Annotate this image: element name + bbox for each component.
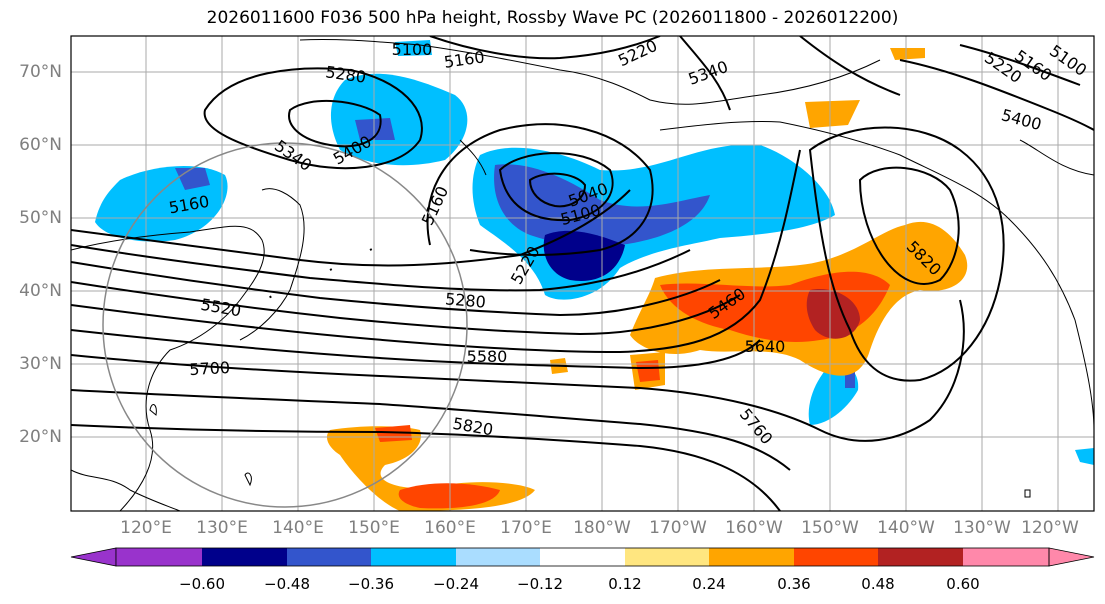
colorbar-tick: −0.36 <box>348 575 394 593</box>
lat-label: 70°N <box>19 62 62 82</box>
colorbar-tick: −0.12 <box>517 575 563 593</box>
height-contours <box>71 36 1094 511</box>
colorbar-tick: 0.36 <box>777 575 811 593</box>
graticule <box>71 36 1094 511</box>
map-title: 2026011600 F036 500 hPa height, Rossby W… <box>206 8 899 28</box>
contour-label: 5700 <box>189 358 231 379</box>
contour-label: 5580 <box>467 347 508 366</box>
colorbar-tick: −0.60 <box>179 575 225 593</box>
coastlines <box>71 38 1094 511</box>
contour-label: 5640 <box>745 337 786 356</box>
lon-label: 170°W <box>649 518 707 538</box>
anomaly-shading <box>95 40 1094 511</box>
contour-label: 5100 <box>392 40 433 59</box>
contour-label: 5280 <box>444 289 486 311</box>
colorbar <box>70 547 1095 567</box>
lon-label: 150°E <box>348 518 400 538</box>
lon-label: 130°W <box>953 518 1011 538</box>
lon-label: 140°W <box>877 518 935 538</box>
colorbar-segment <box>202 548 287 566</box>
colorbar-tick: −0.24 <box>433 575 479 593</box>
colorbar-segment <box>116 548 202 566</box>
colorbar-tick: 0.60 <box>946 575 980 593</box>
lat-label: 60°N <box>19 135 62 155</box>
lon-label: 130°E <box>196 518 248 538</box>
lat-label: 20°N <box>19 427 62 447</box>
map-frame <box>70 35 1095 512</box>
lon-label: 160°W <box>725 518 783 538</box>
lon-label: 170°E <box>500 518 552 538</box>
colorbar-segment <box>540 548 625 566</box>
lon-label: 120°W <box>1021 518 1079 538</box>
colorbar-segment <box>371 548 456 566</box>
lon-label: 120°E <box>120 518 172 538</box>
colorbar-segment <box>287 548 371 566</box>
lon-label: 140°E <box>272 518 324 538</box>
colorbar-extend-low <box>70 547 117 567</box>
colorbar-segment <box>456 548 540 566</box>
lat-label: 40°N <box>19 281 62 301</box>
radius-circle <box>102 142 468 508</box>
colorbar-segment <box>878 548 963 566</box>
lon-label: 150°W <box>801 518 859 538</box>
colorbar-tick: −0.48 <box>264 575 310 593</box>
lon-label: 180°W <box>573 518 631 538</box>
colorbar-segment <box>963 548 1049 566</box>
colorbar-frame <box>115 547 1050 567</box>
colorbar-segment <box>794 548 878 566</box>
lat-label: 50°N <box>19 208 62 228</box>
lat-label: 30°N <box>19 354 62 374</box>
colorbar-tick: 0.48 <box>861 575 895 593</box>
colorbar-extend-high <box>1048 547 1095 567</box>
dotted-track <box>269 247 375 301</box>
colorbar-segment <box>625 548 709 566</box>
lon-label: 160°E <box>424 518 476 538</box>
colorbar-tick: 0.12 <box>608 575 642 593</box>
colorbar-tick: 0.24 <box>692 575 726 593</box>
colorbar-segment <box>709 548 794 566</box>
